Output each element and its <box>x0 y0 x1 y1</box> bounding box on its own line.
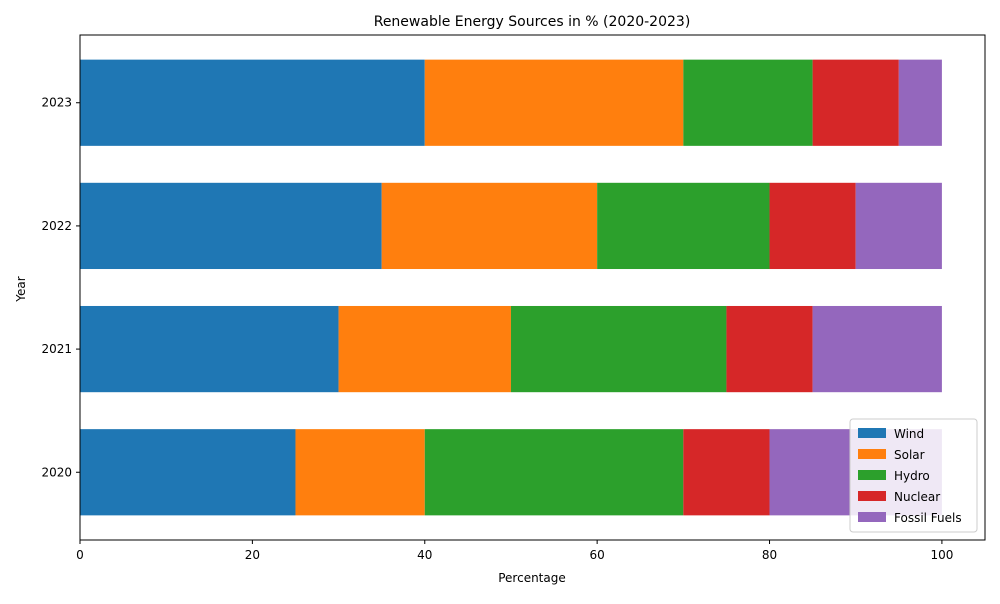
x-axis-label: Percentage <box>498 571 566 585</box>
legend-swatch-hydro <box>858 470 886 480</box>
bar-2021-fossil-fuels <box>812 305 942 393</box>
x-tick-label: 100 <box>930 548 953 562</box>
bar-2021-hydro <box>510 305 727 393</box>
legend-swatch-nuclear <box>858 491 886 501</box>
y-axis-label: Year <box>14 276 28 302</box>
bar-2021-wind <box>80 305 339 393</box>
bar-2020-hydro <box>424 429 684 516</box>
legend-label-fossil-fuels: Fossil Fuels <box>894 511 962 525</box>
bar-2022-solar <box>381 182 598 270</box>
y-tick-label: 2023 <box>41 96 72 110</box>
legend-label-nuclear: Nuclear <box>894 490 940 504</box>
bar-2020-nuclear <box>683 429 770 516</box>
legend-box <box>849 418 978 533</box>
legend-label-solar: Solar <box>894 448 925 462</box>
x-tick-label: 0 <box>76 548 84 562</box>
bar-2023-fossil-fuels <box>898 59 942 146</box>
y-tick-label: 2022 <box>41 219 72 233</box>
x-tick-label: 60 <box>590 548 605 562</box>
legend-swatch-solar <box>858 449 886 459</box>
bar-2020-wind <box>80 429 296 516</box>
bar-2020-solar <box>295 429 425 516</box>
bar-2022-wind <box>80 182 382 270</box>
bar-2023-nuclear <box>812 59 899 146</box>
x-tick-label: 80 <box>762 548 777 562</box>
bar-2023-wind <box>80 59 425 146</box>
bar-2023-solar <box>424 59 684 146</box>
axes-group: 0 20 40 60 80 100 2020 2021 2022 2023 <box>41 34 986 562</box>
legend-label-wind: Wind <box>894 427 924 441</box>
y-tick-label: 2021 <box>41 342 72 356</box>
x-tick-label: 40 <box>417 548 432 562</box>
bar-2023-hydro <box>683 59 813 146</box>
bar-2021-nuclear <box>726 305 813 393</box>
plot-frame <box>79 34 986 541</box>
y-tick-label: 2020 <box>41 465 72 479</box>
legend-swatch-fossil-fuels <box>858 512 886 522</box>
legend-label-hydro: Hydro <box>894 469 930 483</box>
x-tick-label: 20 <box>245 548 260 562</box>
legend: Wind Solar Hydro Nuclear Fossil Fuels <box>849 418 978 533</box>
bar-2022-hydro <box>597 182 770 270</box>
chart-title: Renewable Energy Sources in % (2020-2023… <box>374 14 691 30</box>
bars-group <box>80 59 942 516</box>
bar-2022-fossil-fuels <box>855 182 942 270</box>
bar-2021-solar <box>338 305 511 393</box>
legend-swatch-wind <box>858 428 886 438</box>
bar-2022-nuclear <box>769 182 856 270</box>
